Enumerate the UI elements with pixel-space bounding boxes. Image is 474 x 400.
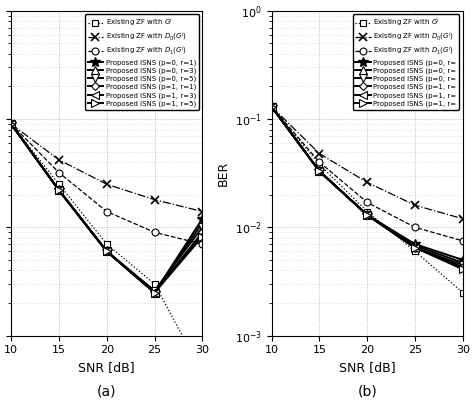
Legend: Existing ZF with $G^i$, Existing ZF with $D_0(G^i)$, Existing ZF with $D_1(G^i)$: Existing ZF with $G^i$, Existing ZF with… bbox=[353, 14, 459, 110]
X-axis label: SNR [dB]: SNR [dB] bbox=[339, 361, 395, 374]
X-axis label: SNR [dB]: SNR [dB] bbox=[79, 361, 135, 374]
Text: (b): (b) bbox=[357, 384, 377, 398]
Y-axis label: BER: BER bbox=[216, 160, 229, 186]
Text: (a): (a) bbox=[97, 384, 117, 398]
Legend: Existing ZF with $G^i$, Existing ZF with $D_0(G^i)$, Existing ZF with $D_1(G^i)$: Existing ZF with $G^i$, Existing ZF with… bbox=[85, 14, 199, 110]
